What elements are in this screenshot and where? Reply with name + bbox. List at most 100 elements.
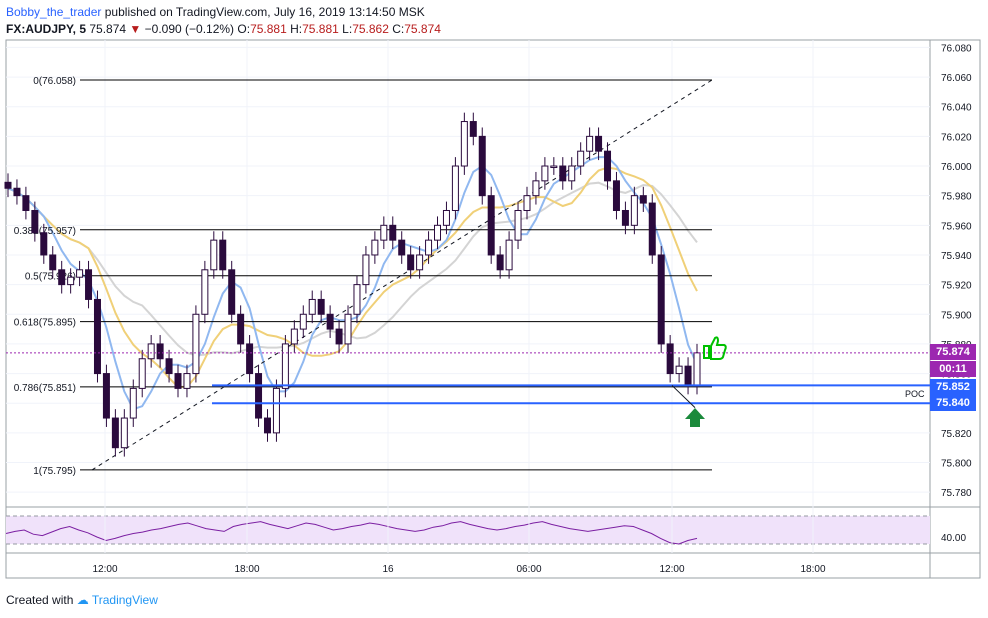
price-axis[interactable]: 76.080 76.060 76.040 76.020 76.000 75.980 75.9… [941, 43, 972, 499]
candle-body [523, 195, 531, 211]
candle-body [93, 298, 101, 375]
candle-body [255, 373, 263, 419]
candle-body [192, 313, 200, 375]
candle-body [389, 224, 397, 241]
chart-grid [6, 40, 930, 553]
candle-body [165, 358, 173, 375]
time-axis[interactable]: 12:00 18:00 16 06:00 12:00 18:00 [92, 564, 825, 575]
candle-body [684, 365, 692, 386]
fib-level-label: 0(76.058) [33, 76, 76, 87]
candle-body [469, 121, 477, 137]
candle-body [577, 150, 585, 167]
tradingview-logo-icon: ☁ [76, 593, 89, 607]
candles [4, 112, 701, 457]
candle-body [541, 165, 549, 182]
price-change: −0.090 (−0.12%) [144, 22, 235, 36]
chart-frame [5, 39, 981, 579]
candle-body [183, 373, 191, 389]
candle-body [666, 343, 674, 375]
open-label: O: [237, 22, 251, 36]
candle-body [129, 387, 137, 419]
open-value: 75.881 [250, 22, 287, 36]
low-value: 75.862 [352, 22, 389, 36]
close-value: 75.874 [404, 22, 441, 36]
rsi-panel: 40.00 [5, 515, 966, 545]
candle-body [156, 343, 164, 360]
candle-body [49, 254, 57, 271]
candle-body [228, 269, 236, 315]
candle-body [693, 352, 701, 386]
time-tick-label: 12:00 [659, 564, 684, 575]
candle-body [380, 224, 388, 241]
price-tick-label: 75.780 [941, 488, 972, 499]
candle-body [514, 209, 522, 241]
candle-body [22, 195, 30, 211]
candle-body [40, 232, 48, 256]
symbol-name: FX:AUDJPY, 5 [6, 22, 87, 36]
candle-body [612, 180, 620, 211]
price-tick-label: 75.820 [941, 429, 972, 440]
candle-body [657, 254, 665, 345]
fib-level-label: 0.382(75.957) [14, 226, 76, 237]
candle-body [237, 313, 245, 345]
poc-label: POC [905, 389, 925, 399]
candle-body [138, 358, 146, 389]
tradingview-brand[interactable]: TradingView [91, 593, 158, 607]
fib-level-label: 0.5(75.926) [25, 272, 76, 283]
candle-body [487, 195, 495, 256]
ma-fast-line [7, 156, 698, 411]
candle-body [299, 313, 307, 330]
candle-body [308, 298, 316, 315]
rsi-band [6, 516, 930, 544]
level-tag-2: 75.840 [930, 395, 976, 411]
candle-body [210, 239, 218, 271]
close-label: C: [392, 22, 405, 36]
candle-body [478, 135, 486, 197]
candle-body [451, 165, 459, 211]
price-tick-label: 75.980 [941, 192, 972, 203]
publish-line: Bobby_the_trader published on TradingVie… [6, 5, 425, 19]
price-tick-label: 76.000 [941, 162, 972, 173]
candle-body [85, 269, 93, 300]
created-with-text: Created with [6, 593, 74, 607]
candle-body [219, 239, 227, 271]
down-arrow-icon: ▼ [129, 22, 142, 36]
candle-body [559, 165, 567, 182]
candle-body [371, 239, 379, 256]
candle-body [272, 387, 280, 434]
price-tick-label: 75.900 [941, 310, 972, 321]
candle-body [550, 165, 558, 169]
horizontal-levels[interactable] [6, 352, 930, 409]
candle-body [648, 202, 656, 256]
candle-body [31, 209, 39, 234]
price-tick-label: 75.920 [941, 281, 972, 292]
rsi-tick-label: 40.00 [941, 533, 966, 544]
candle-body [675, 365, 683, 375]
candle-body [147, 343, 155, 360]
author-name[interactable]: Bobby_the_trader [6, 5, 102, 19]
candle-body [353, 284, 361, 315]
candle-body [174, 373, 182, 389]
candle-body [67, 276, 75, 286]
candle-body [407, 254, 415, 271]
candle-body [630, 195, 638, 226]
candle-body [120, 417, 128, 449]
high-value: 75.881 [302, 22, 339, 36]
ma-slow-line [7, 181, 698, 357]
fib-level-label: 1(75.795) [33, 466, 76, 477]
candle-body [442, 209, 450, 226]
candle-body [344, 313, 352, 345]
price-tick-label: 75.800 [941, 459, 972, 470]
symbol-line: FX:AUDJPY, 5 75.874 ▼ −0.090 (−0.12%) O:… [6, 22, 441, 36]
thumbs-up-icon [703, 336, 727, 360]
moving-averages [7, 156, 698, 411]
candle-body [201, 269, 209, 315]
candle-body [290, 328, 298, 345]
candle-body [246, 343, 254, 375]
countdown-tag: 00:11 [930, 361, 976, 377]
ma-mid-line [7, 166, 698, 388]
fib-level-label: 0.618(75.895) [14, 318, 76, 329]
candle-body [595, 135, 603, 152]
candle-body [362, 254, 370, 286]
